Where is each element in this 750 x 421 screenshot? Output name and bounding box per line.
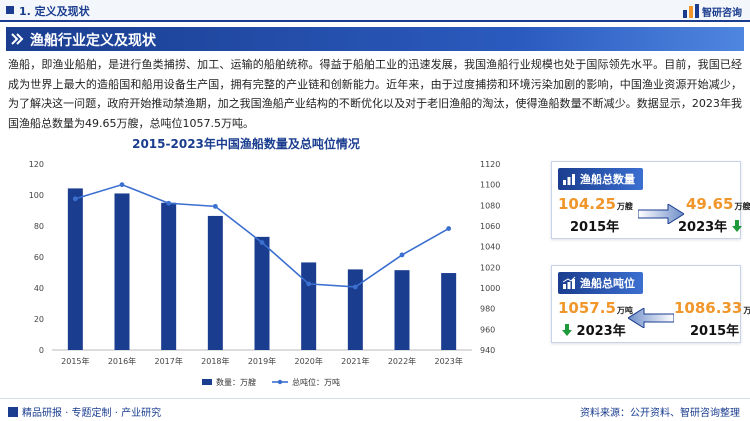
bar: [394, 270, 410, 350]
brand-logo: 智研咨询: [683, 3, 742, 19]
right-axis-tick-label: 1080: [480, 201, 500, 210]
right-axis-tick-label: 1000: [480, 284, 500, 293]
bar: [67, 188, 83, 350]
card-total-tonnage: 渔船总吨位 1057.5万吨 2023年 1086.33万吨 2015年: [551, 265, 750, 343]
tonnage-2023-year: 2023年: [562, 320, 626, 339]
left-axis-tick-label: 40: [34, 284, 44, 293]
left-arrow-icon: [628, 308, 674, 328]
card-count-title: 渔船总数量: [580, 173, 635, 186]
top-bar: 1. 定义及现状 智研咨询: [0, 0, 750, 22]
left-axis-tick-label: 120: [29, 160, 44, 169]
line-point: [446, 226, 452, 231]
count-2023-value: 49.65万艘: [686, 195, 750, 213]
footer-square-icon: [8, 406, 18, 417]
category-tick-label: 2021年: [341, 356, 369, 366]
legend-bar-swatch: [202, 379, 212, 385]
left-axis-tick-label: 60: [34, 253, 44, 262]
intro-paragraph: 渔船，即渔业船舶，是进行鱼类捕捞、加工、运输的船舶统称。得益于船舶工业的迅速发展…: [8, 58, 742, 130]
page-title: 渔船行业定义及现状: [30, 33, 156, 49]
down-arrow-icon: [562, 324, 572, 336]
card-tonnage-header: 渔船总吨位: [558, 272, 643, 294]
bar-chart-icon: [563, 174, 575, 185]
bar: [301, 262, 317, 350]
count-2015-value: 104.25万艘: [558, 195, 633, 213]
right-axis-tick-label: 1120: [480, 160, 500, 169]
double-chevron-icon: [11, 33, 24, 45]
legend-line-label: 总吨位：万吨: [292, 377, 340, 387]
legend-bar-label: 数量：万艘: [216, 377, 256, 387]
left-axis-tick-label: 100: [29, 191, 44, 200]
tonnage-2023-value: 1057.5万吨: [558, 299, 633, 317]
chart-svg: 0 20 40 60 80 100 120 940 960 980 1000 1020 1040 1060…: [29, 160, 501, 387]
left-axis-tick-label: 20: [34, 315, 44, 324]
category-tick-label: 2020年: [294, 356, 322, 366]
combo-chart: 2015-2023年中国渔船数量及总吨位情况 0 20 40 60 80 100 120 94…: [6, 132, 546, 394]
category-tick-label: 2018年: [201, 356, 229, 366]
card-total-count: 渔船总数量 104.25万艘 2015年 49.65万艘 2023年: [551, 161, 750, 239]
right-arrow-icon: [638, 204, 684, 224]
footer-tagline: 精品研报 · 专题定制 · 产业研究: [8, 404, 161, 419]
category-tick-label: 2017年: [154, 356, 182, 366]
line-point: [259, 240, 265, 245]
bar: [161, 202, 177, 350]
right-axis-tick-label: 980: [480, 305, 495, 314]
brand-mark-icon: [683, 4, 699, 18]
footer-source: 资料来源：公开资料、智研咨询整理: [580, 408, 740, 419]
right-axis-tick-label: 1020: [480, 263, 500, 272]
category-tick-label: 2023年: [434, 356, 462, 366]
bar: [207, 215, 223, 350]
line-point: [119, 182, 125, 188]
right-axis-tick-label: 1040: [480, 243, 500, 252]
title-bar: 渔船行业定义及现状: [6, 27, 744, 51]
legend-line-marker: [277, 379, 283, 385]
line-point: [306, 281, 312, 287]
section-label: 1. 定义及现状: [19, 5, 90, 18]
left-axis-tick-label: 0: [39, 346, 44, 355]
category-tick-label: 2016年: [108, 356, 136, 366]
bar: [441, 273, 457, 350]
right-axis-tick-label: 1100: [480, 181, 500, 190]
count-2015-year: 2015年: [570, 220, 620, 235]
line-point: [166, 200, 172, 206]
line-point: [212, 203, 218, 209]
card-count-header: 渔船总数量: [558, 168, 643, 190]
bar: [254, 236, 270, 350]
count-2023-year: 2023年: [678, 216, 742, 235]
bar: [114, 193, 130, 350]
tonnage-2015-year: 2015年: [690, 324, 740, 339]
down-arrow-icon: [731, 220, 742, 232]
line-point: [399, 252, 405, 258]
footer: 精品研报 · 专题定制 · 产业研究 资料来源：公开资料、智研咨询整理: [0, 398, 750, 421]
bar: [347, 269, 363, 350]
category-tick-label: 2015年: [61, 356, 89, 366]
section-square-icon: [6, 6, 14, 14]
right-axis-tick-label: 940: [480, 346, 495, 355]
chart-title: 2015-2023年中国渔船数量及总吨位情况: [132, 137, 360, 151]
category-tick-label: 2022年: [388, 356, 416, 366]
card-tonnage-title: 渔船总吨位: [580, 277, 635, 290]
right-axis-tick-label: 960: [480, 325, 495, 334]
line-point: [72, 196, 78, 202]
trend-chart-icon: [562, 276, 576, 289]
brand-name: 智研咨询: [702, 7, 742, 19]
line-point: [352, 284, 358, 290]
tonnage-2015-value: 1086.33万吨: [674, 299, 750, 317]
right-axis-tick-label: 1060: [480, 222, 500, 231]
category-tick-label: 2019年: [248, 356, 276, 366]
left-axis-tick-label: 80: [34, 222, 44, 231]
